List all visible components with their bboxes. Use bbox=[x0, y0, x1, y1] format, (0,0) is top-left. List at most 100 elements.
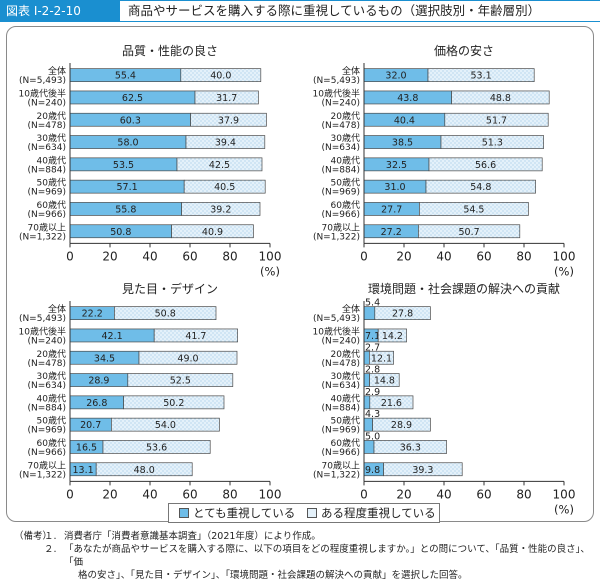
chart-3-bar-s2-8 bbox=[95, 462, 193, 477]
chart-4-bar-s2-8 bbox=[383, 462, 463, 477]
chart-3-category-6: 50歳代 bbox=[37, 415, 66, 427]
chart-4-category-n-5: (N=884) bbox=[322, 403, 360, 413]
chart-1-category-n-5: (N=884) bbox=[28, 165, 66, 175]
note-2-text-line1: 「あなたが商品やサービスを購入する際に、以下の項目をどの程度重視しますか。」との… bbox=[64, 544, 590, 568]
chart-2-category-n-1: (N=5,493) bbox=[313, 76, 360, 86]
chart-3-category-1: 全体 bbox=[48, 303, 66, 315]
chart-3-label-s2-6: 54.0 bbox=[155, 420, 176, 431]
chart-1-category-n-7: (N=966) bbox=[28, 210, 66, 220]
chart-4-bar-s2-4 bbox=[369, 373, 400, 387]
note-1: （備考） １. 消費者庁「消費者意識基本調査」（2021年度）により作成。 bbox=[14, 530, 594, 543]
chart-4-tick-label-3: 40 bbox=[436, 487, 451, 501]
chart-2-label-s2-1: 53.1 bbox=[471, 71, 492, 82]
chart-4-category-n-7: (N=966) bbox=[322, 448, 360, 458]
chart-3-tick-label-2: 20 bbox=[102, 487, 117, 501]
chart-1-label-s1-1: 55.4 bbox=[115, 71, 136, 82]
chart-1-category-8: 70歳以上 bbox=[28, 221, 66, 233]
chart-1-category-4: 30歳代 bbox=[37, 132, 66, 144]
chart-1-label-s2-3: 37.9 bbox=[218, 115, 239, 126]
chart-1-category-5: 40歳代 bbox=[37, 154, 66, 166]
chart-3-label-s1-8: 13.1 bbox=[73, 465, 94, 476]
chart-2-category-7: 60歳代 bbox=[331, 199, 360, 211]
chart-4-label-s1-8: 9.8 bbox=[365, 465, 380, 476]
chart-2-category-n-7: (N=966) bbox=[322, 210, 360, 220]
chart-1-label-s2-8: 40.9 bbox=[202, 227, 223, 238]
chart-4-label-s2-2: 14.2 bbox=[382, 331, 403, 342]
chart-2-bar-s2-7 bbox=[419, 202, 529, 216]
chart-4-category-n-6: (N=969) bbox=[322, 426, 360, 436]
chart-3-label-s1-2: 42.1 bbox=[102, 331, 123, 342]
chart-1-bar-s2-4 bbox=[185, 135, 266, 149]
chart-3-bar-s2-3 bbox=[138, 350, 238, 365]
note-1-number: １. bbox=[44, 531, 57, 542]
chart-1-label-s2-4: 39.4 bbox=[215, 138, 236, 149]
chart-2-tick-label-2: 20 bbox=[396, 249, 411, 263]
chart-4-title: 環境問題・社会課題の解決への貢献 bbox=[368, 281, 560, 296]
chart-3-category-3: 20歳代 bbox=[37, 348, 66, 360]
chart-4-label-s1-6: 4.3 bbox=[365, 409, 380, 420]
chart-2-category-n-8: (N=1,322) bbox=[313, 232, 360, 242]
chart-1-label-s2-6: 40.5 bbox=[214, 182, 235, 193]
chart-3-bar-s2-2 bbox=[153, 328, 238, 343]
chart-4-category-n-2: (N=240) bbox=[322, 336, 360, 346]
chart-2-title: 価格の安さ bbox=[434, 43, 494, 58]
note-2-number: ２. bbox=[44, 544, 57, 555]
chart-3-bar-s2-5 bbox=[123, 395, 225, 410]
chart-2-label-s1-6: 31.0 bbox=[384, 182, 405, 193]
chart-2-bar-s2-6 bbox=[425, 179, 536, 194]
note-2: ２. 「あなたが商品やサービスを購入する際に、以下の項目をどの程度重視しますか。… bbox=[14, 543, 594, 569]
chart-3-category-5: 40歳代 bbox=[37, 392, 66, 404]
chart-3-label-s2-5: 50.2 bbox=[163, 398, 184, 409]
chart-3-category-n-1: (N=5,493) bbox=[19, 314, 66, 324]
chart-4-bar-s2-3 bbox=[369, 350, 394, 365]
chart-4-category-n-8: (N=1,322) bbox=[313, 470, 360, 480]
chart-1-label-s2-2: 31.7 bbox=[216, 93, 237, 104]
chart-3-bar-s2-1 bbox=[114, 306, 217, 320]
chart-1-bar-s2-5 bbox=[176, 157, 263, 172]
chart-2-category-3: 20歳代 bbox=[331, 110, 360, 122]
chart-1-category-n-1: (N=5,493) bbox=[19, 76, 66, 86]
chart-3-label-s1-5: 26.8 bbox=[86, 398, 107, 409]
chart-1-tick-label-6: 100 bbox=[259, 249, 282, 263]
chart-3-category-2: 10歳代後半 bbox=[19, 325, 66, 337]
chart-4-category-n-1: (N=5,493) bbox=[313, 314, 360, 324]
chart-1-category-n-8: (N=1,322) bbox=[19, 232, 66, 242]
chart-1-category-n-3: (N=478) bbox=[28, 121, 66, 131]
chart-3-category-n-7: (N=966) bbox=[28, 448, 66, 458]
chart-3-label-s1-4: 28.9 bbox=[88, 376, 109, 387]
chart-2-label-s1-5: 32.5 bbox=[386, 160, 407, 171]
chart-4-label-s1-4: 2.8 bbox=[365, 365, 380, 376]
chart-1-tick-label-1: 0 bbox=[66, 249, 74, 263]
chart-2-label-s2-6: 54.8 bbox=[470, 182, 491, 193]
chart-2-tick-label-6: 100 bbox=[553, 249, 576, 263]
chart-4-category-2: 10歳代後半 bbox=[313, 325, 360, 337]
chart-3-bar-s2-6 bbox=[111, 417, 220, 432]
chart-4-label-s1-7: 5.0 bbox=[365, 431, 380, 442]
figure-header: 図表 I-2-2-10 商品やサービスを購入する際に重視しているもの（選択肢別・… bbox=[0, 0, 600, 22]
chart-3-category-n-5: (N=884) bbox=[28, 403, 66, 413]
chart-2-category-1: 全体 bbox=[342, 65, 360, 77]
chart-3-tick-label-1: 0 bbox=[66, 487, 74, 501]
legend-item-series1: とても重視している bbox=[179, 506, 295, 520]
chart-2-category-2: 10歳代後半 bbox=[313, 87, 360, 99]
chart-4-label-s1-2: 7.1 bbox=[365, 331, 380, 342]
chart-4-tick-label-1: 0 bbox=[360, 487, 368, 501]
chart-3-tick-label-4: 60 bbox=[182, 487, 197, 501]
chart-1-category-n-4: (N=634) bbox=[28, 143, 66, 153]
chart-2-category-n-2: (N=240) bbox=[322, 98, 360, 108]
chart-2-bar-s2-1 bbox=[427, 68, 535, 83]
notes: （備考） １. 消費者庁「消費者意識基本調査」（2021年度）により作成。 ２.… bbox=[14, 530, 594, 582]
chart-1-label-s1-2: 62.5 bbox=[122, 93, 143, 104]
chart-1-category-2: 10歳代後半 bbox=[19, 87, 66, 99]
chart-3-category-n-2: (N=240) bbox=[28, 336, 66, 346]
note-2-continued: 格の安さ」、「見た目・デザイン」、「環境問題・社会課題の解決への貢献」を選択した… bbox=[14, 569, 594, 582]
chart-3-label-s1-6: 20.7 bbox=[80, 420, 101, 431]
chart-1-category-n-2: (N=240) bbox=[28, 98, 66, 108]
chart-3-category-8: 70歳以上 bbox=[28, 459, 66, 471]
chart-4-label-s2-6: 28.9 bbox=[391, 420, 412, 431]
chart-2-category-8: 70歳以上 bbox=[322, 221, 360, 233]
chart-2-label-s2-4: 51.3 bbox=[482, 138, 503, 149]
chart-1-category-6: 50歳代 bbox=[37, 177, 66, 189]
chart-4-label-s2-4: 14.8 bbox=[374, 376, 395, 387]
chart-1-bar-s2-2 bbox=[194, 90, 259, 105]
